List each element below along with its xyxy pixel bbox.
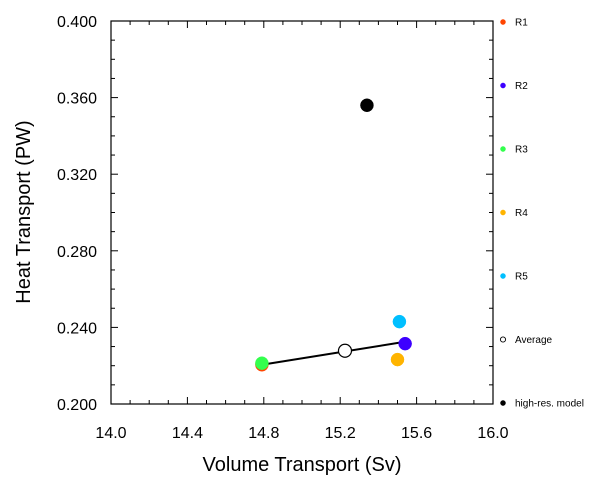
legend-marker-r1 [500,19,506,25]
data-point-r3 [255,356,269,370]
legend-label-r3: R3 [515,145,528,156]
y-tick-label: 0.400 [57,14,97,31]
legend-marker-high-res-model [500,400,506,406]
axis-ticks [110,20,494,405]
legend-label-average: Average [515,335,553,346]
legend-label-r5: R5 [515,272,528,283]
axis-tick-labels: 14.0 14.4 14.8 15.2 15.6 16.0 0.200 0.240 0.280 0… [57,14,509,442]
data-point-high-res-model [360,98,374,113]
y-tick-label: 0.280 [57,244,97,261]
y-tick-label: 0.200 [57,397,97,414]
y-tick-label: 0.240 [57,320,97,337]
data-points [255,98,412,372]
x-tick-label: 15.2 [325,425,356,442]
y-tick-label: 0.360 [57,91,97,108]
x-tick-label: 14.0 [95,425,126,442]
legend-marker-r4 [500,209,506,216]
data-point-r5 [392,314,407,329]
legend-label-r2: R2 [515,81,528,92]
x-tick-label: 15.6 [401,425,432,442]
legend-marker-average [499,336,507,343]
data-point-r4 [390,352,405,367]
x-tick-label: 16.0 [477,425,508,442]
x-tick-label: 14.4 [172,425,203,442]
legend-label-high-res-model: high-res. model [515,399,584,410]
fit-line-group [261,340,406,366]
y-tick-label: 0.320 [57,167,97,184]
legend-label-r4: R4 [515,208,528,219]
fit-line [261,340,406,366]
data-point-average [337,343,353,358]
legend-marker-r5 [500,273,506,279]
data-point-r2 [398,336,412,351]
y-axis-title: Heat Transport (PW) [13,120,35,303]
plot-frame [110,20,494,405]
legend-marker-r2 [500,82,506,89]
legend: R1 R2 R3 R4 R5 Average high-res. model [499,18,584,410]
x-axis-title: Volume Transport (Sv) [203,454,402,476]
legend-marker-r3 [500,146,506,152]
legend-label-r1: R1 [515,18,528,29]
x-tick-label: 14.8 [248,425,279,442]
